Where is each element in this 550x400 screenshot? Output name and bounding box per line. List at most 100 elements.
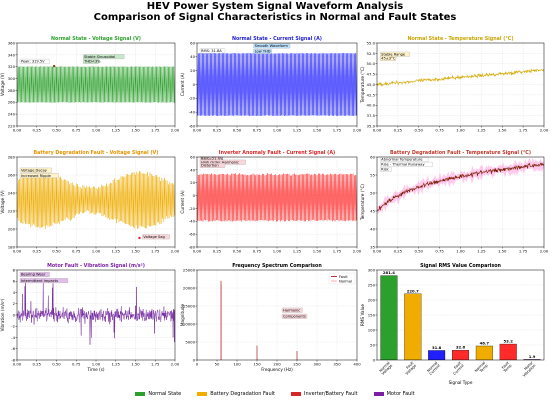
tick-label-x: 400 xyxy=(353,362,361,367)
axis-label-y: Current (A) xyxy=(180,73,185,97)
tick-label-x: 1.25 xyxy=(293,249,302,254)
bar-value-label: 31.8 xyxy=(432,345,442,350)
tick-label-y: 45.0 xyxy=(367,82,376,87)
tick-label-x: 1.25 xyxy=(293,128,302,133)
bar xyxy=(499,343,517,360)
tick-label-y: 260 xyxy=(8,172,16,177)
plot-frame xyxy=(16,269,176,361)
tick-label-x: 0.75 xyxy=(435,249,444,254)
plot-frame xyxy=(16,42,176,127)
annotation-box xyxy=(253,49,272,54)
axis-label-y: Temperature (°C) xyxy=(360,184,365,222)
plot-frame xyxy=(376,156,545,248)
tick-label-x: 300 xyxy=(313,362,321,367)
plot-area xyxy=(197,43,357,126)
tick-label-x: 0.75 xyxy=(72,249,81,254)
annotation-text: RMS: 31.8A xyxy=(201,49,222,53)
tick-label-x: 0.25 xyxy=(213,128,222,133)
tick-label-y: 200 xyxy=(8,226,16,231)
tick-label-x: 1.00 xyxy=(92,128,101,133)
bar xyxy=(380,275,398,360)
tick-label-x: 2.00 xyxy=(353,249,362,254)
annotation-text: THD<3% xyxy=(83,60,101,64)
tick-label-part: Temp xyxy=(478,363,489,374)
tick-label-y: 35 xyxy=(370,244,375,249)
legend-item-battery: Battery Degradation Fault xyxy=(197,391,275,397)
axis-label-x: Frequency (Hz) xyxy=(261,367,293,372)
chart-legend-label: Fault xyxy=(339,275,348,279)
tick-label-x: 0.00 xyxy=(13,362,22,367)
annotation-text: 45±3°C xyxy=(381,57,396,61)
chart-panel-7: Motor Fault - Vibration Signal (m/s²) -8 -… xyxy=(0,263,180,372)
tick-label-x: 1.25 xyxy=(477,249,486,254)
annotation-text: Voltage Decay xyxy=(21,168,48,172)
chart-legend-label: Normal xyxy=(339,279,352,283)
tick-label-y: 50.0 xyxy=(367,61,376,66)
tick-label-part: Motor xyxy=(524,361,535,372)
tick-label-y: 0 xyxy=(193,82,196,87)
axis-label-y: RMS Value xyxy=(360,304,365,326)
annotation-text: Stable Range xyxy=(381,52,406,56)
tick-label-x: MotorVibration xyxy=(519,361,536,378)
plot-frame xyxy=(196,156,358,248)
annotation-text: Risk xyxy=(381,168,389,172)
tick-label-x: 0.25 xyxy=(394,128,403,133)
tick-label-x: 0.75 xyxy=(253,249,262,254)
tick-label-y: 240 xyxy=(8,112,16,117)
bar-value-label: 32.6 xyxy=(456,345,466,350)
annotation-box xyxy=(380,162,433,167)
tick-label-y: 20000 xyxy=(183,285,196,290)
tick-label-y: 40 xyxy=(190,54,195,59)
annotation-text: Intermittent Impacts xyxy=(21,279,58,283)
legend-swatch-inverter xyxy=(291,392,301,396)
axis-label-y: Temperature (°C) xyxy=(360,66,365,104)
chart-panel-2: Normal State - Current Signal (A) -60 -40 -… xyxy=(180,36,362,133)
chart-panel-3: Normal State - Temperature Signal (°C) 35… xyxy=(360,36,549,133)
marker-point xyxy=(52,64,56,68)
annotation-text: High Order Harmonic xyxy=(201,160,239,164)
legend-item-normal: Normal State xyxy=(135,391,181,397)
chart-panel-9: Signal RMS Value Comparison 0 50 100 150 200 2… xyxy=(360,263,545,385)
annotation-box xyxy=(83,58,100,64)
tick-label-y: 340 xyxy=(8,52,16,57)
tick-label-x: 0.25 xyxy=(33,249,42,254)
figure-title: HEV Power System Signal Waveform Analysi… xyxy=(146,1,404,12)
plot-frame xyxy=(376,42,545,127)
series-line xyxy=(377,68,544,88)
tick-label-x: FaultVoltage xyxy=(402,360,418,376)
tick-label-x: 2.00 xyxy=(171,128,180,133)
tick-label-x: 1.75 xyxy=(151,362,160,367)
tick-label-y: -6 xyxy=(11,346,15,351)
tick-label-y: 47.5 xyxy=(367,72,376,77)
chart-title: Motor Fault - Vibration Signal (m/s²) xyxy=(47,263,145,269)
tick-label-y: -2 xyxy=(11,324,15,329)
chart-title: Battery Degradation Fault - Voltage Sign… xyxy=(34,150,159,156)
tick-label-y: 150 xyxy=(368,312,376,317)
tick-label-y: -40 xyxy=(189,219,196,224)
plot-area xyxy=(377,157,544,247)
chart-title: Normal State - Temperature Signal (°C) xyxy=(407,36,513,42)
tick-label-x: 1.50 xyxy=(313,249,322,254)
bar-value-label: 220.7 xyxy=(407,288,419,293)
tick-label-y: 55 xyxy=(370,172,375,177)
bar xyxy=(428,350,446,360)
tick-label-y: 0 xyxy=(373,357,376,362)
tick-label-y: 0 xyxy=(193,193,196,198)
tick-label-part: Fault xyxy=(501,360,510,369)
bar-value-label: 281.4 xyxy=(383,270,395,275)
tick-label-x: 0.75 xyxy=(435,128,444,133)
axis-label-y: Magnitude xyxy=(180,303,185,326)
tick-label-x: 1.25 xyxy=(112,128,121,133)
tick-label-y: -60 xyxy=(189,123,196,128)
tick-label-x: 1.00 xyxy=(273,128,282,133)
tick-label-y: 300 xyxy=(368,267,376,272)
tick-label-x: 1.00 xyxy=(456,249,465,254)
tick-label-y: -60 xyxy=(189,232,196,237)
tick-label-y: 320 xyxy=(8,64,16,69)
tick-label-x: 1.75 xyxy=(151,128,160,133)
tick-label-x: 0.50 xyxy=(52,249,61,254)
tick-label-y: 360 xyxy=(8,40,16,45)
annotation-box xyxy=(380,167,392,172)
tick-label-x: 0.50 xyxy=(415,128,424,133)
tick-label-y: 35.0 xyxy=(367,123,376,128)
